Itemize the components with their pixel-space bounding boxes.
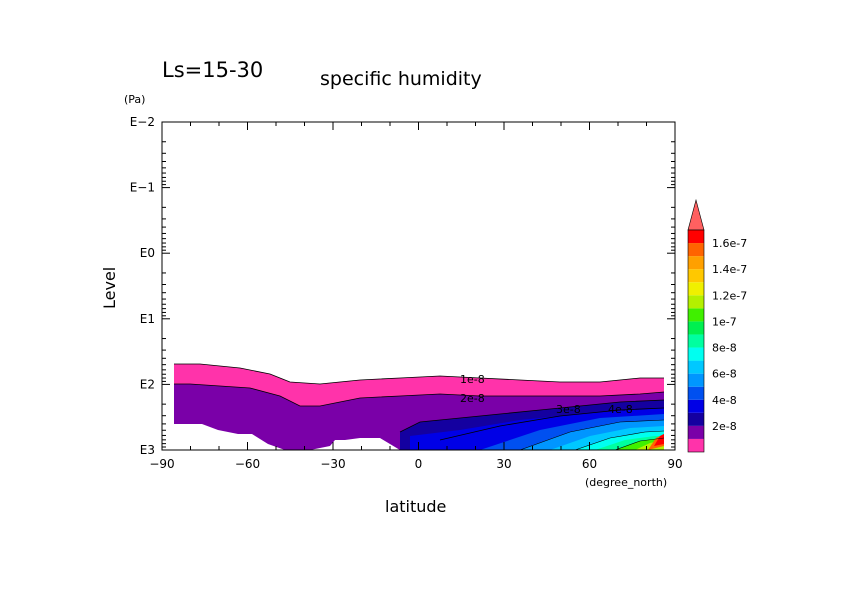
contour-line-4e-8 [439, 407, 665, 441]
colorbar-swatch [688, 334, 704, 348]
colorbar-swatch [688, 308, 704, 322]
contour-line-inner-b [574, 430, 665, 450]
colorbar-swatch [688, 243, 704, 257]
colorbar-label: 8e-8 [712, 342, 737, 355]
colorbar-label: 4e-8 [712, 394, 737, 407]
contour-label-1e-8: 1e-8 [460, 373, 485, 386]
colorbar-swatch [688, 386, 704, 400]
chart-title: specific humidity [320, 68, 482, 90]
colorbar-swatch [688, 438, 704, 452]
colorbar-swatch [688, 282, 704, 296]
colorbar-swatch [688, 360, 704, 374]
colorbar-label: 1.2e-7 [712, 289, 747, 302]
y-tick-label: E3 [140, 443, 155, 457]
x-tick-label: −60 [235, 457, 260, 471]
colorbar-swatch [688, 256, 704, 270]
contour-region-pink [174, 364, 664, 406]
colorbar-swatch [688, 230, 704, 244]
colorbar-label: 1e-7 [712, 315, 737, 328]
colorbar-legend: 2e-8 4e-8 6e-8 8e-8 1e-7 1.2e-7 1.4e-7 1.6e-7 [687, 198, 747, 453]
x-tick-label: 90 [667, 457, 682, 471]
colorbar-swatch [688, 373, 704, 387]
contour-label-4e-8: 4e-8 [608, 403, 633, 416]
colorbar-swatch [688, 321, 704, 335]
x-unit-label: (degree_north) [585, 476, 667, 489]
y-axis-ticks: E−2 E−1 E0 E1 E2 E3 [130, 115, 675, 457]
chart-subtitle: Ls=15-30 [162, 58, 263, 82]
contour-label-3e-8: 3e-8 [556, 403, 581, 416]
y-tick-label: E1 [140, 312, 155, 326]
contour-line-inner-c [614, 437, 665, 450]
colorbar-swatch [688, 347, 704, 361]
colorbar-swatch [688, 269, 704, 283]
x-tick-label: 30 [496, 457, 511, 471]
colorbar-swatch [688, 425, 704, 439]
contour-line-2e-8 [174, 383, 665, 407]
colorbar-swatch [688, 412, 704, 426]
y-unit-label: (Pa) [124, 93, 145, 106]
contour-line-inner-a [519, 419, 665, 450]
colorbar-overflow-triangle [687, 198, 705, 231]
colorbar-swatch [688, 295, 704, 309]
contour-region-red [654, 434, 664, 446]
colorbar-label: 1.4e-7 [712, 263, 747, 276]
y-tick-label: E0 [140, 246, 155, 260]
colorbar-swatch [688, 399, 704, 413]
contour-line-3e-8 [399, 399, 665, 433]
y-axis-label: Level [100, 267, 119, 309]
contour-fill-group [174, 363, 665, 450]
y-tick-label: E2 [140, 377, 155, 391]
x-tick-label: −90 [149, 457, 174, 471]
y-tick-label: E−1 [130, 181, 155, 195]
x-axis-ticks: −90 −60 −30 0 30 60 90 [149, 122, 683, 471]
colorbar-label: 1.6e-7 [712, 237, 747, 250]
y-tick-label: E−2 [130, 115, 155, 129]
colorbar-label: 2e-8 [712, 420, 737, 433]
x-tick-label: 0 [415, 457, 423, 471]
contour-label-2e-8: 2e-8 [460, 392, 485, 405]
contour-line-1e-8 [174, 363, 664, 385]
x-axis-label: latitude [385, 497, 446, 516]
x-tick-label: 60 [582, 457, 597, 471]
colorbar-frame [687, 229, 705, 453]
colorbar-label: 6e-8 [712, 368, 737, 381]
x-tick-label: −30 [320, 457, 345, 471]
